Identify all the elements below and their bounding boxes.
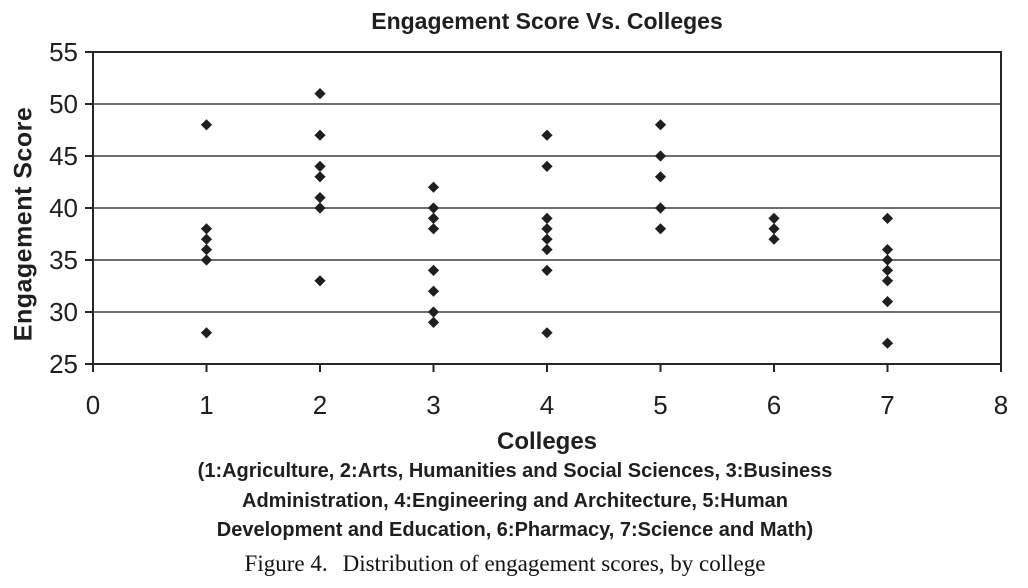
data-point-marker bbox=[881, 296, 894, 308]
figure-caption-text: Distribution of engagement scores, by co… bbox=[342, 551, 766, 576]
figure-caption-label: Figure 4. bbox=[244, 551, 328, 576]
x-tick-label: 0 bbox=[86, 390, 100, 420]
data-point-marker bbox=[427, 202, 440, 214]
data-point-marker bbox=[314, 275, 326, 287]
college-key-line: (1:Agriculture, 2:Arts, Humanities and S… bbox=[197, 460, 833, 482]
data-point-marker bbox=[541, 264, 553, 276]
college-key-caption: (1:Agriculture, 2:Arts, Humanities and S… bbox=[0, 457, 1028, 546]
figure-caption: Figure 4. Distribution of engagement scor… bbox=[0, 551, 1010, 577]
x-tick-label: 6 bbox=[767, 390, 781, 420]
y-tick-label: 55 bbox=[49, 37, 78, 67]
x-tick-label: 8 bbox=[994, 390, 1008, 420]
data-point-marker bbox=[768, 233, 780, 245]
x-tick-label: 1 bbox=[199, 390, 213, 420]
data-point-marker bbox=[314, 202, 326, 214]
data-point-marker bbox=[541, 129, 553, 141]
data-point-marker bbox=[427, 181, 440, 193]
data-point-marker bbox=[881, 337, 894, 349]
x-axis-title: Colleges bbox=[496, 428, 598, 455]
college-key-line: Development and Education, 6:Pharmacy, 7… bbox=[216, 519, 814, 541]
data-point-marker bbox=[200, 223, 213, 235]
y-tick-label: 50 bbox=[49, 89, 78, 119]
data-point-marker bbox=[427, 306, 440, 318]
data-point-marker bbox=[881, 244, 894, 256]
data-point-marker bbox=[881, 254, 894, 266]
data-point-marker bbox=[541, 223, 553, 235]
x-tick-label: 7 bbox=[880, 390, 894, 420]
data-point-marker bbox=[200, 244, 213, 256]
x-tick-label: 3 bbox=[426, 390, 440, 420]
data-point-marker bbox=[654, 150, 667, 162]
data-point-marker bbox=[200, 233, 213, 245]
x-tick-label: 4 bbox=[540, 390, 554, 420]
data-point-marker bbox=[314, 88, 326, 100]
data-point-marker bbox=[427, 223, 440, 235]
data-point-marker bbox=[654, 119, 667, 131]
y-tick-label: 45 bbox=[49, 141, 78, 171]
data-point-marker bbox=[654, 202, 667, 214]
data-point-marker bbox=[541, 160, 553, 172]
data-point-marker bbox=[314, 171, 326, 183]
data-point-marker bbox=[654, 171, 667, 183]
data-point-marker bbox=[427, 212, 440, 224]
data-point-marker bbox=[200, 327, 213, 339]
y-tick-label: 30 bbox=[49, 297, 78, 327]
data-point-marker bbox=[541, 244, 553, 256]
data-point-marker bbox=[427, 316, 440, 328]
college-key-line: Administration, 4:Engineering and Archit… bbox=[242, 489, 788, 512]
data-point-marker bbox=[881, 212, 894, 224]
y-tick-label: 40 bbox=[49, 193, 78, 223]
data-point-marker bbox=[200, 119, 213, 131]
y-tick-label: 25 bbox=[49, 349, 78, 379]
data-point-marker bbox=[881, 264, 894, 276]
data-point-marker bbox=[654, 223, 667, 235]
data-point-marker bbox=[427, 285, 440, 297]
chart-title: Engagement Score Vs. Colleges bbox=[371, 8, 723, 34]
data-point-marker bbox=[314, 160, 326, 172]
x-tick-label: 5 bbox=[653, 390, 667, 420]
y-tick-label: 35 bbox=[49, 245, 78, 275]
data-point-marker bbox=[768, 212, 780, 224]
data-point-marker bbox=[427, 264, 440, 276]
data-point-marker bbox=[200, 254, 213, 266]
data-point-marker bbox=[314, 129, 326, 141]
data-point-marker bbox=[541, 327, 553, 339]
data-point-marker bbox=[541, 233, 553, 245]
x-tick-label: 2 bbox=[313, 390, 327, 420]
data-point-marker bbox=[768, 223, 780, 235]
data-point-marker bbox=[314, 192, 326, 204]
data-point-marker bbox=[881, 275, 894, 287]
data-point-marker bbox=[541, 212, 553, 224]
